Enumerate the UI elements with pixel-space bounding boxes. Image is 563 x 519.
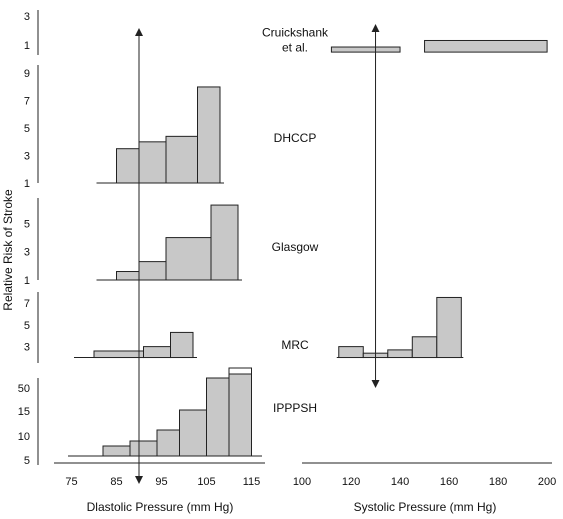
systolic-bar — [424, 39, 548, 53]
systolic-bar — [338, 346, 364, 359]
diastolic-bar — [102, 445, 131, 457]
y-tick-label: 5 — [24, 218, 30, 230]
x-tick-label: 105 — [197, 476, 215, 488]
study-label: IPPPSH — [273, 401, 317, 415]
y-tick-label: 1 — [24, 40, 30, 52]
x-tick-label: 95 — [155, 476, 167, 488]
systolic-bar — [387, 349, 413, 359]
systolic-bar — [436, 296, 462, 359]
diastolic-bar — [156, 429, 180, 457]
y-tick-label: 1 — [24, 178, 30, 190]
y-tick-label: 3 — [24, 247, 30, 259]
diastolic-bar — [138, 261, 167, 281]
diastolic-bar — [116, 271, 140, 281]
y-tick-label: 7 — [24, 298, 30, 310]
study-label: Cruickshank — [262, 26, 329, 40]
x-tick-label: 160 — [440, 476, 458, 488]
diastolic-bar — [179, 409, 207, 457]
y-tick-label: 50 — [18, 383, 30, 395]
x-tick-label: 115 — [243, 476, 261, 488]
diastolic-bar — [116, 148, 140, 184]
diastolic-bar — [210, 204, 239, 281]
x-tick-label: 180 — [489, 476, 507, 488]
diastolic-bar-cap — [228, 367, 252, 375]
diastolic-bar — [206, 377, 230, 457]
y-tick-label: 3 — [24, 11, 30, 23]
y-tick-label: 5 — [24, 455, 30, 467]
y-tick-label: 9 — [24, 68, 30, 80]
systolic-bar — [330, 46, 401, 53]
y-tick-label: 5 — [24, 123, 30, 135]
study-label: et al. — [282, 41, 308, 55]
x-tick-label: 85 — [110, 476, 122, 488]
diastolic-bar — [129, 440, 158, 457]
study-label: DHCCP — [274, 131, 317, 145]
diastolic-bar — [170, 331, 194, 359]
y-tick-label: 3 — [24, 151, 30, 163]
study-label: Glasgow — [272, 240, 319, 254]
y-tick-label: 7 — [24, 96, 30, 108]
x-tick-label: 140 — [391, 476, 409, 488]
y-axis-title: Relative Risk of Stroke — [1, 189, 15, 311]
y-tick-label: 15 — [18, 406, 30, 418]
diastolic-bar — [165, 237, 212, 281]
y-tick-label: 5 — [24, 320, 30, 332]
x-tick-label: 200 — [538, 476, 556, 488]
diastolic-bar — [165, 135, 198, 184]
study-label: MRC — [281, 338, 309, 352]
x-tick-label: 100 — [293, 476, 311, 488]
diastolic-bar — [228, 373, 252, 457]
diastolic-bar — [143, 346, 171, 359]
diastolic-bar — [93, 350, 144, 359]
y-tick-label: 3 — [24, 342, 30, 354]
y-tick-label: 10 — [18, 431, 30, 443]
y-tick-label: 1 — [24, 275, 30, 287]
diastolic-bar — [197, 86, 221, 184]
systolic-axis-title: Systolic Pressure (mm Hg) — [354, 500, 497, 514]
diastolic-bar — [138, 141, 167, 184]
x-tick-label: 120 — [342, 476, 360, 488]
diastolic-axis-title: Dlastolic Pressure (mm Hg) — [87, 500, 234, 514]
systolic-bar — [411, 336, 438, 359]
x-tick-label: 75 — [65, 476, 77, 488]
